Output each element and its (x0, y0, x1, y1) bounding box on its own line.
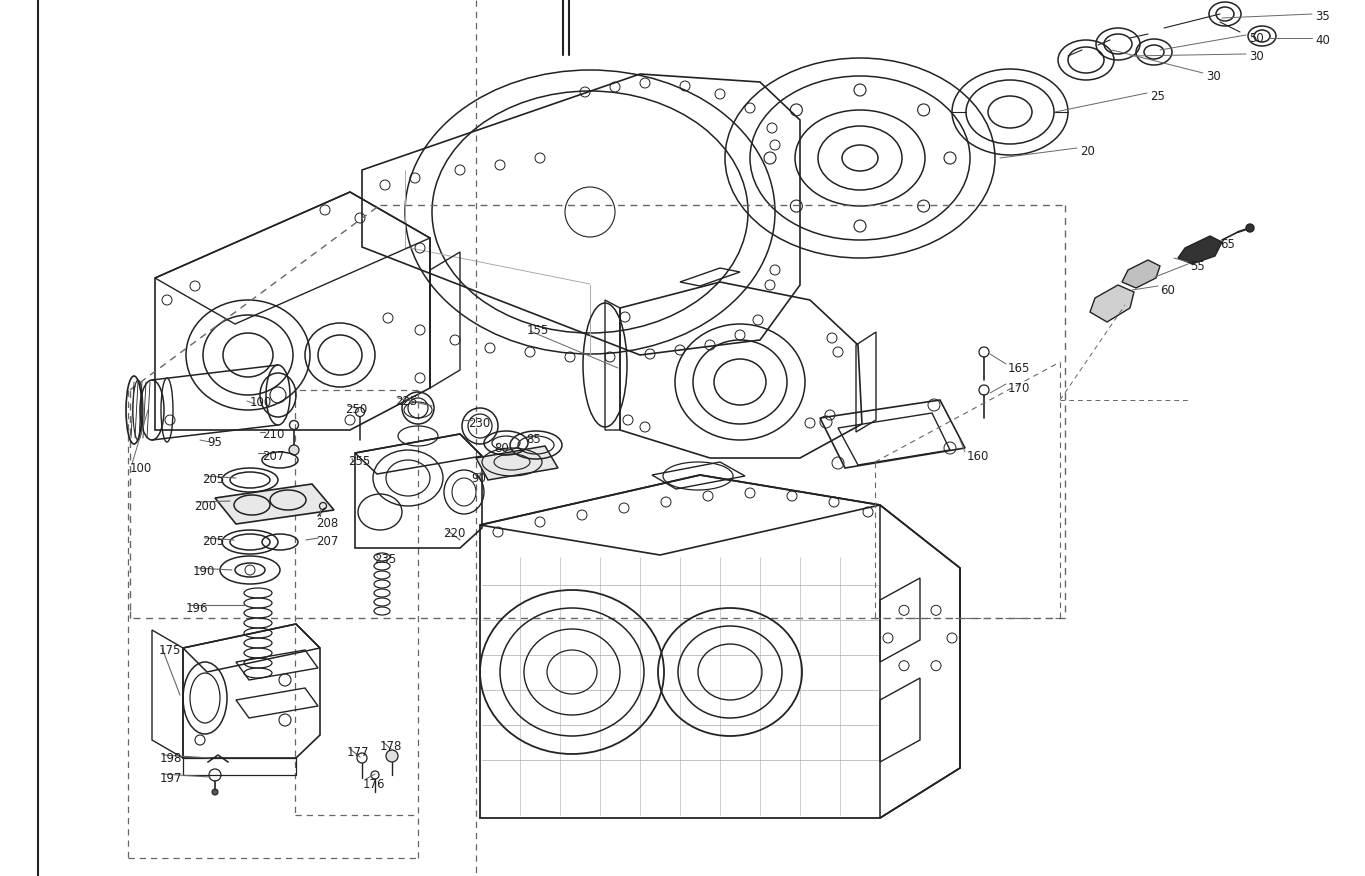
Text: 230: 230 (468, 417, 490, 430)
Text: 205: 205 (202, 535, 224, 548)
Text: 100: 100 (130, 462, 153, 475)
Circle shape (289, 445, 299, 455)
Text: 225: 225 (394, 395, 418, 408)
Text: 255: 255 (348, 455, 370, 468)
Text: 235: 235 (374, 553, 396, 566)
Text: 50: 50 (1249, 32, 1264, 45)
Text: 20: 20 (1080, 145, 1095, 158)
Text: 208: 208 (317, 517, 339, 530)
Text: 207: 207 (317, 535, 339, 548)
Text: 165: 165 (1007, 362, 1031, 375)
Text: 220: 220 (444, 527, 465, 540)
Text: 210: 210 (262, 428, 284, 441)
Text: 178: 178 (379, 740, 403, 753)
Text: 55: 55 (1190, 260, 1205, 273)
Text: 100: 100 (250, 396, 272, 409)
Text: 197: 197 (160, 772, 183, 785)
Text: 196: 196 (186, 602, 209, 615)
Text: 65: 65 (1220, 238, 1235, 251)
Text: 25: 25 (1149, 90, 1164, 103)
Polygon shape (1091, 285, 1134, 322)
Text: 60: 60 (1160, 284, 1175, 297)
Text: 160: 160 (966, 450, 990, 463)
Polygon shape (476, 446, 558, 480)
Circle shape (1246, 224, 1254, 232)
Text: 90: 90 (471, 472, 486, 485)
Text: 190: 190 (192, 565, 216, 578)
Polygon shape (1122, 260, 1160, 288)
Circle shape (212, 789, 218, 795)
Text: 177: 177 (347, 746, 370, 759)
Text: 207: 207 (262, 450, 284, 463)
Text: 170: 170 (1007, 382, 1031, 395)
Text: 200: 200 (194, 500, 216, 513)
Text: 30: 30 (1207, 70, 1220, 83)
Text: 176: 176 (363, 778, 385, 791)
Text: 35: 35 (1314, 10, 1330, 23)
Text: 30: 30 (1249, 50, 1264, 63)
Text: 85: 85 (526, 433, 541, 446)
Polygon shape (1178, 236, 1222, 264)
Text: 175: 175 (158, 644, 182, 657)
Text: 155: 155 (527, 324, 549, 337)
Polygon shape (216, 484, 334, 524)
Text: 40: 40 (1314, 34, 1330, 47)
Text: 95: 95 (207, 436, 222, 449)
Text: 80: 80 (494, 442, 509, 455)
Circle shape (386, 750, 399, 762)
Text: 250: 250 (345, 403, 367, 416)
Text: 205: 205 (202, 473, 224, 486)
Text: 198: 198 (160, 752, 183, 765)
